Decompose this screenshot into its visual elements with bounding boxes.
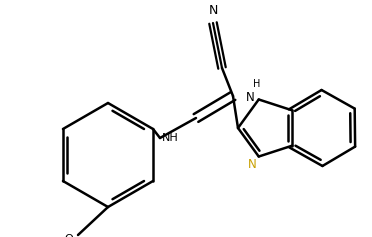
Text: N: N [248,158,257,171]
Text: N: N [208,4,218,17]
Text: O: O [64,234,73,237]
Text: N: N [246,91,255,104]
Text: NH: NH [161,133,179,143]
Text: H: H [253,79,260,90]
